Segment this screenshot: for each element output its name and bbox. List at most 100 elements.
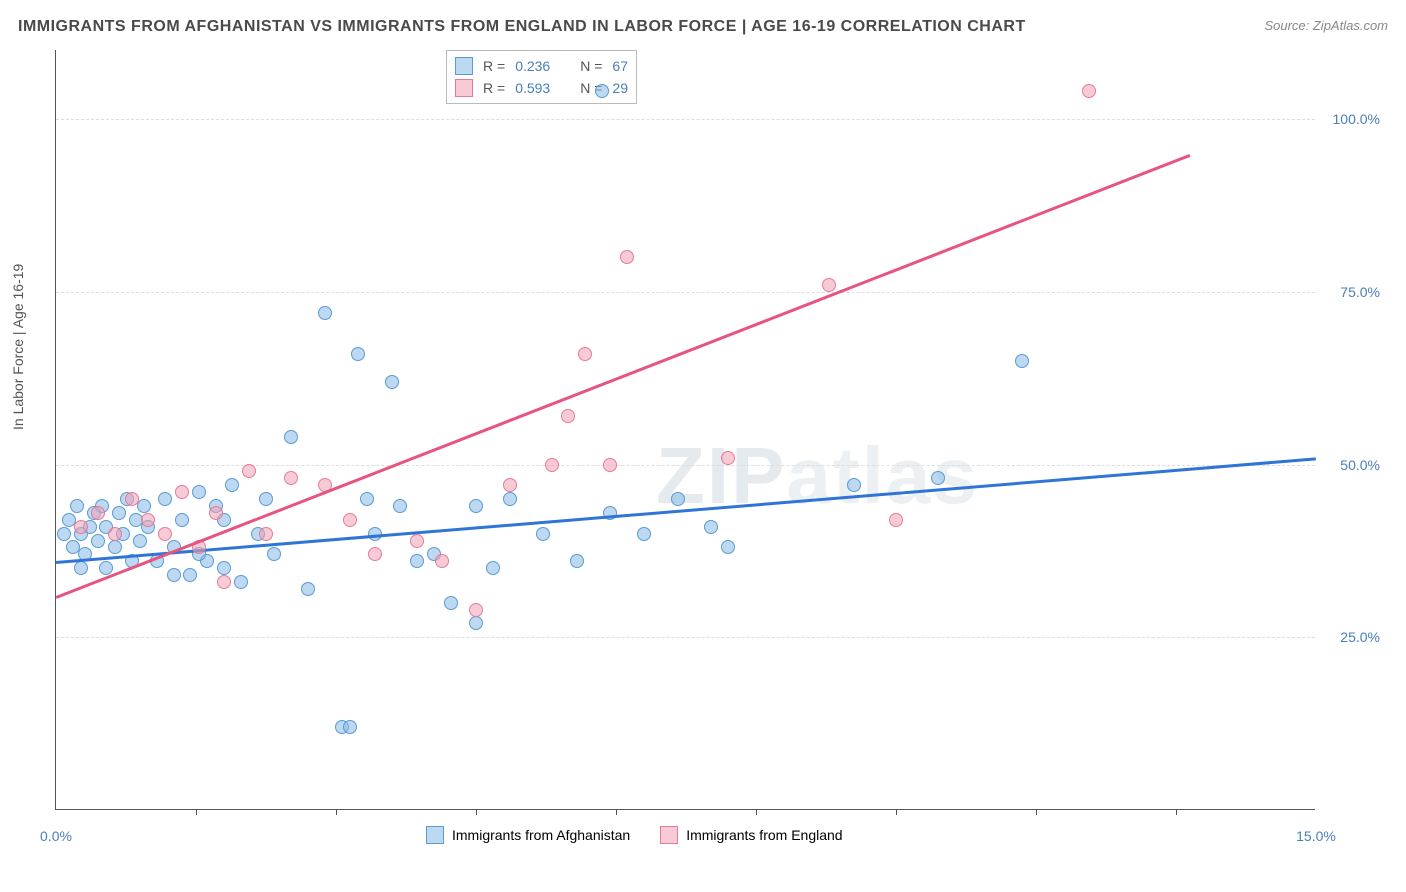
source-label: Source: ZipAtlas.com [1264, 18, 1388, 33]
scatter-point [217, 561, 231, 575]
scatter-point [74, 520, 88, 534]
y-axis-label: In Labor Force | Age 16-19 [10, 264, 26, 430]
scatter-point [561, 409, 575, 423]
scatter-point [108, 540, 122, 554]
scatter-point [234, 575, 248, 589]
scatter-point [721, 451, 735, 465]
x-tick [1176, 809, 1177, 815]
scatter-point [503, 492, 517, 506]
scatter-point [469, 616, 483, 630]
y-tick-label: 25.0% [1340, 629, 1380, 645]
gridline-horizontal [56, 119, 1315, 120]
scatter-point [368, 547, 382, 561]
scatter-point [209, 506, 223, 520]
scatter-point [175, 485, 189, 499]
scatter-point [570, 554, 584, 568]
n-label: N = [580, 58, 602, 74]
scatter-point [435, 554, 449, 568]
scatter-point [1082, 84, 1096, 98]
legend-label-afghanistan: Immigrants from Afghanistan [452, 827, 630, 843]
scatter-point [141, 513, 155, 527]
scatter-point [108, 527, 122, 541]
x-tick [616, 809, 617, 815]
scatter-point [217, 575, 231, 589]
r-label: R = [483, 80, 505, 96]
scatter-point [284, 471, 298, 485]
y-tick-label: 75.0% [1340, 284, 1380, 300]
scatter-point [259, 527, 273, 541]
scatter-point [444, 596, 458, 610]
x-tick-label: 0.0% [40, 828, 72, 844]
scatter-point [192, 485, 206, 499]
scatter-point [133, 534, 147, 548]
gridline-horizontal [56, 637, 1315, 638]
gridline-horizontal [56, 292, 1315, 293]
scatter-point [469, 499, 483, 513]
scatter-point [410, 554, 424, 568]
scatter-point [112, 506, 126, 520]
scatter-point [503, 478, 517, 492]
x-tick [196, 809, 197, 815]
series-legend: Immigrants from Afghanistan Immigrants f… [426, 826, 843, 844]
legend-item-england: Immigrants from England [660, 826, 842, 844]
scatter-point [847, 478, 861, 492]
scatter-point [74, 561, 88, 575]
scatter-point [1015, 354, 1029, 368]
scatter-point [822, 278, 836, 292]
scatter-point [603, 458, 617, 472]
scatter-point [175, 513, 189, 527]
legend-row-afghanistan: R = 0.236 N = 67 [455, 55, 628, 77]
scatter-point [225, 478, 239, 492]
scatter-point [931, 471, 945, 485]
plot-area: ZIPatlas R = 0.236 N = 67 R = 0.593 N = … [55, 50, 1315, 810]
scatter-point [410, 534, 424, 548]
scatter-point [578, 347, 592, 361]
x-tick [476, 809, 477, 815]
correlation-legend: R = 0.236 N = 67 R = 0.593 N = 29 [446, 50, 637, 104]
scatter-point [137, 499, 151, 513]
scatter-point [242, 464, 256, 478]
scatter-point [351, 347, 365, 361]
scatter-point [158, 492, 172, 506]
x-tick [1036, 809, 1037, 815]
legend-swatch-pink [660, 826, 678, 844]
scatter-point [545, 458, 559, 472]
x-tick [336, 809, 337, 815]
scatter-point [57, 527, 71, 541]
x-tick [756, 809, 757, 815]
scatter-point [125, 492, 139, 506]
trend-line-england [56, 154, 1191, 599]
scatter-point [536, 527, 550, 541]
scatter-point [343, 720, 357, 734]
scatter-point [91, 506, 105, 520]
legend-swatch-pink [455, 79, 473, 97]
n-value-afghanistan: 67 [612, 58, 628, 74]
legend-item-afghanistan: Immigrants from Afghanistan [426, 826, 630, 844]
y-tick-label: 50.0% [1340, 457, 1380, 473]
scatter-point [267, 547, 281, 561]
scatter-point [343, 513, 357, 527]
scatter-point [595, 84, 609, 98]
r-label: R = [483, 58, 505, 74]
r-value-england: 0.593 [515, 80, 550, 96]
scatter-point [70, 499, 84, 513]
scatter-point [671, 492, 685, 506]
r-value-afghanistan: 0.236 [515, 58, 550, 74]
legend-swatch-blue [426, 826, 444, 844]
scatter-point [469, 603, 483, 617]
legend-label-england: Immigrants from England [686, 827, 842, 843]
scatter-point [721, 540, 735, 554]
scatter-point [318, 306, 332, 320]
y-tick-label: 100.0% [1333, 111, 1380, 127]
scatter-point [360, 492, 374, 506]
scatter-point [284, 430, 298, 444]
scatter-point [158, 527, 172, 541]
scatter-point [259, 492, 273, 506]
scatter-point [167, 568, 181, 582]
scatter-point [486, 561, 500, 575]
legend-swatch-blue [455, 57, 473, 75]
n-value-england: 29 [612, 80, 628, 96]
x-tick [896, 809, 897, 815]
scatter-point [889, 513, 903, 527]
scatter-point [91, 534, 105, 548]
